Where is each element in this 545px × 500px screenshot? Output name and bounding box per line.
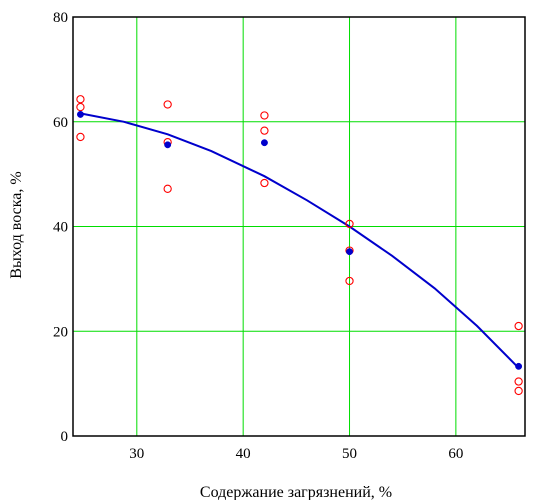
data-point-observed <box>76 132 85 142</box>
data-point-observed <box>514 386 523 396</box>
data-point-observed <box>260 178 269 188</box>
data-point-mean <box>76 110 84 118</box>
data-point-observed <box>76 102 85 112</box>
y-tick-label: 20 <box>53 324 68 340</box>
data-point-mean <box>164 141 172 149</box>
x-axis-label: Содержание загрязнений, % <box>200 484 392 500</box>
data-point-observed <box>163 184 172 193</box>
data-point-mean <box>260 139 268 147</box>
y-axis-label: Выход воска, % <box>8 171 25 278</box>
data-point-mean <box>515 362 523 370</box>
tick-labels: 30 40 50 60 0 20 40 60 80 <box>53 10 463 462</box>
trend-line <box>80 112 520 369</box>
y-tick-label: 0 <box>61 429 69 445</box>
y-tick-label: 40 <box>53 220 68 236</box>
data-point-observed <box>260 111 269 120</box>
data-point-observed <box>345 276 354 286</box>
y-tick-label: 60 <box>53 115 68 131</box>
data-point-mean <box>346 248 353 256</box>
x-tick-label: 30 <box>129 446 144 462</box>
y-tick-label: 80 <box>53 10 68 26</box>
data-point-observed <box>76 95 85 104</box>
data-point-observed <box>514 321 523 331</box>
x-tick-label: 60 <box>448 446 463 462</box>
data-point-observed <box>163 100 172 109</box>
data-point-observed <box>345 219 354 229</box>
data-point-observed <box>260 126 269 135</box>
data-point-observed <box>514 377 523 386</box>
x-tick-label: 40 <box>236 446 251 462</box>
plot-frame <box>72 16 526 437</box>
x-tick-label: 50 <box>342 446 357 462</box>
grid <box>73 17 525 436</box>
plot-area <box>76 95 523 396</box>
